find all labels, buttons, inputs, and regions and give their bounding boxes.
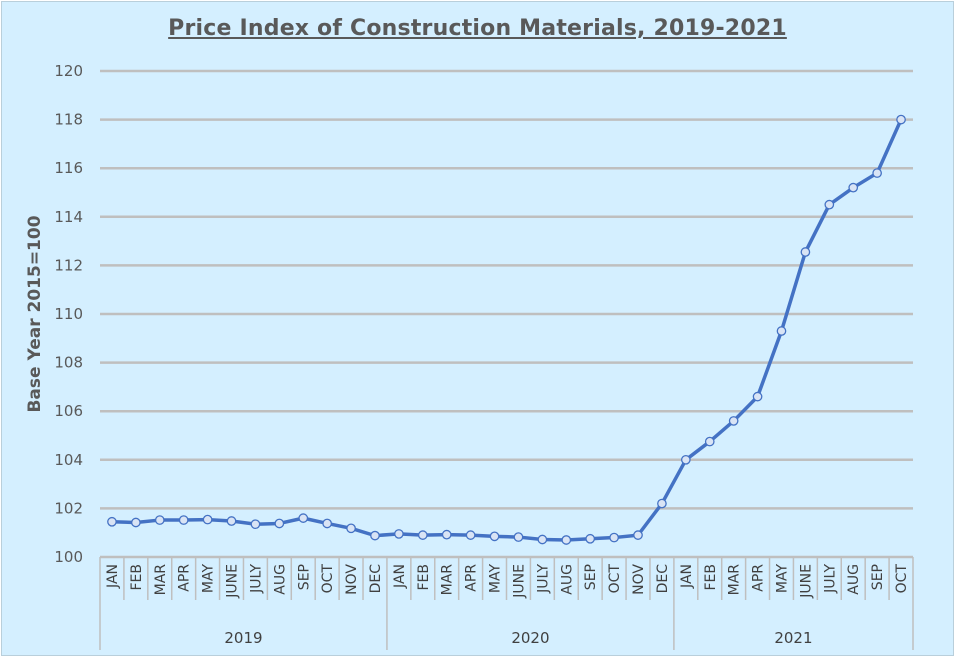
year-group-label: 2021 bbox=[774, 629, 812, 647]
x-tick-label: MAY bbox=[774, 564, 790, 594]
data-point bbox=[800, 247, 811, 257]
data-point bbox=[896, 114, 906, 125]
data-point bbox=[298, 513, 309, 523]
data-point bbox=[178, 515, 189, 525]
data-point bbox=[417, 530, 428, 540]
data-point bbox=[872, 168, 882, 178]
data-point bbox=[465, 530, 476, 540]
x-tick-label: JULY bbox=[822, 564, 838, 594]
x-tick-label: AUG bbox=[559, 564, 575, 595]
data-point bbox=[657, 498, 667, 509]
x-tick-label: SEP bbox=[870, 564, 886, 590]
data-point bbox=[848, 182, 859, 193]
y-tick-label: 112 bbox=[54, 256, 83, 274]
x-tick-label: MAY bbox=[488, 564, 504, 594]
data-point bbox=[370, 530, 380, 541]
x-tick-label: MAY bbox=[201, 564, 217, 594]
x-tick-label: JUNE bbox=[225, 564, 241, 599]
y-tick-label: 102 bbox=[54, 499, 83, 517]
y-tick-label: 120 bbox=[54, 62, 83, 80]
data-point bbox=[131, 517, 141, 528]
x-tick-label: AUG bbox=[272, 564, 288, 595]
data-point bbox=[704, 436, 715, 447]
x-tick-label: JAN bbox=[679, 564, 695, 589]
data-point bbox=[585, 533, 596, 544]
y-tick-label: 116 bbox=[54, 159, 83, 177]
x-tick-label: MAR bbox=[440, 564, 456, 596]
series-line bbox=[110, 117, 903, 542]
y-tick-label: 114 bbox=[54, 208, 83, 226]
x-tick-label: JAN bbox=[105, 564, 121, 589]
x-tick-label: NOV bbox=[631, 564, 647, 595]
data-point bbox=[609, 532, 619, 543]
data-point bbox=[322, 518, 333, 529]
y-axis-label: Base Year 2015=100 bbox=[25, 215, 45, 412]
data-point bbox=[226, 516, 237, 526]
year-group-label: 2020 bbox=[511, 629, 549, 647]
x-tick-label: JULY bbox=[535, 564, 551, 594]
x-tick-label: FEB bbox=[416, 564, 432, 591]
data-point bbox=[561, 535, 572, 545]
data-point bbox=[274, 518, 285, 529]
x-tick-label: FEB bbox=[129, 564, 145, 591]
data-point bbox=[250, 519, 261, 530]
data-point bbox=[680, 454, 691, 465]
data-point bbox=[394, 529, 404, 539]
data-point bbox=[752, 391, 763, 402]
data-point bbox=[633, 530, 643, 540]
x-tick-label: FEB bbox=[703, 564, 719, 591]
y-tick-label: 100 bbox=[54, 548, 83, 566]
data-point bbox=[202, 514, 213, 525]
x-tick-label: JULY bbox=[248, 564, 264, 594]
x-tick-label: JAN bbox=[392, 564, 408, 589]
x-tick-label: SEP bbox=[296, 564, 312, 590]
x-tick-label: JUNE bbox=[798, 564, 814, 599]
y-tick-label: 104 bbox=[54, 451, 83, 469]
x-tick-label: SEP bbox=[583, 564, 599, 590]
y-tick-label: 108 bbox=[54, 354, 83, 372]
x-tick-label: OCT bbox=[607, 564, 623, 594]
x-tick-label: OCT bbox=[320, 564, 336, 594]
chart-title: Price Index of Construction Materials, 2… bbox=[168, 16, 787, 41]
data-point bbox=[154, 515, 165, 525]
x-tick-label: APR bbox=[751, 564, 767, 592]
data-point bbox=[824, 199, 835, 210]
data-point bbox=[489, 531, 500, 542]
data-point bbox=[513, 532, 524, 542]
data-point bbox=[728, 416, 739, 426]
data-point bbox=[441, 529, 452, 540]
y-tick-label: 118 bbox=[54, 111, 83, 129]
x-tick-label: DEC bbox=[655, 564, 671, 594]
x-tick-label: DEC bbox=[368, 564, 384, 594]
x-tick-label: APR bbox=[464, 564, 480, 592]
year-group-label: 2019 bbox=[224, 629, 262, 647]
x-tick-label: NOV bbox=[344, 564, 360, 595]
x-tick-label: OCT bbox=[894, 564, 910, 594]
x-tick-label: MAR bbox=[727, 564, 743, 596]
x-tick-label: JUNE bbox=[511, 564, 527, 599]
x-tick-label: APR bbox=[177, 564, 193, 592]
data-point bbox=[537, 534, 548, 545]
x-tick-label: MAR bbox=[153, 564, 169, 596]
y-tick-label: 110 bbox=[54, 305, 83, 323]
data-point bbox=[346, 523, 356, 534]
x-tick-label: AUG bbox=[846, 564, 862, 595]
y-tick-label: 106 bbox=[54, 402, 83, 420]
data-point bbox=[107, 516, 117, 527]
data-point bbox=[776, 326, 787, 336]
